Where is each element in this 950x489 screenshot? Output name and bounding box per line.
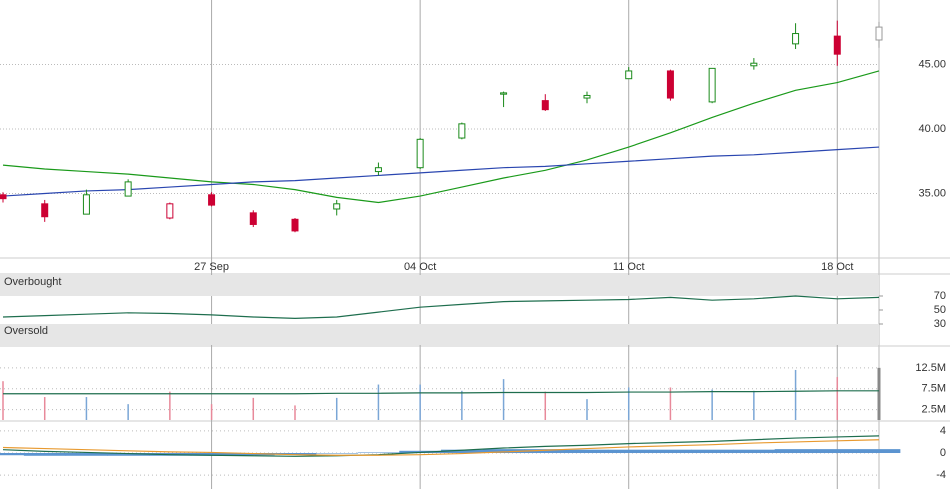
candle-body	[208, 194, 216, 206]
y-tick-label: 70	[934, 290, 946, 302]
candle-body	[583, 94, 591, 99]
volume-bar	[377, 384, 380, 420]
volume-bar	[836, 377, 839, 420]
volume-bar	[877, 367, 881, 420]
candle-body	[291, 218, 299, 232]
y-tick-label: -4	[936, 469, 946, 481]
overbought-band	[0, 275, 879, 296]
candle-body	[792, 33, 800, 45]
candle-body	[541, 100, 549, 111]
histogram-bar	[482, 449, 525, 454]
x-tick-label: 11 Oct	[613, 261, 645, 273]
histogram-bar	[65, 453, 108, 456]
histogram-bar	[0, 453, 43, 456]
volume-bar	[85, 397, 88, 420]
volume-bar	[544, 391, 547, 420]
volume-bar	[335, 397, 338, 420]
volume-bar	[127, 404, 129, 420]
histogram-bar	[190, 453, 233, 456]
indicator-line	[2, 295, 880, 320]
candle-body	[166, 203, 174, 219]
volume-bar	[419, 384, 421, 420]
histogram-bar	[357, 452, 400, 454]
volume-bar	[294, 405, 296, 420]
x-tick-label: 18 Oct	[821, 261, 853, 273]
indicator-line	[2, 439, 880, 456]
y-tick-label: 50	[934, 304, 946, 316]
volume-bar	[669, 387, 672, 420]
histogram-bar	[566, 449, 609, 454]
histogram-bar	[691, 449, 734, 454]
candle-body	[82, 194, 90, 215]
overbought-label: Overbought	[4, 276, 61, 288]
x-tick-label: 04 Oct	[404, 261, 436, 273]
oversold-label: Oversold	[4, 325, 48, 337]
volume-bar	[2, 381, 4, 420]
histogram-bar	[858, 449, 901, 454]
volume-bar	[627, 387, 630, 420]
candle-body	[374, 167, 382, 173]
volume-bar	[43, 397, 46, 420]
histogram-bar	[816, 449, 859, 454]
candle-body	[249, 212, 257, 225]
y-tick-label: 45.00	[918, 58, 946, 70]
histogram-bar	[524, 449, 567, 454]
indicator-line	[2, 70, 880, 204]
volume-bar	[586, 399, 588, 420]
oversold-band	[0, 324, 879, 345]
y-tick-label: 40.00	[918, 123, 946, 135]
histogram-bar	[315, 453, 359, 454]
candle-body	[750, 62, 758, 67]
candle-body	[41, 203, 49, 218]
y-tick-label: 2.5M	[922, 403, 946, 415]
y-tick-label: 12.5M	[915, 362, 946, 374]
candle-body	[666, 70, 674, 99]
volume-bar	[210, 404, 213, 420]
volume-bar	[794, 369, 797, 420]
volume-bar	[711, 389, 713, 420]
x-tick-label: 27 Sep	[194, 261, 229, 273]
histogram-bar	[23, 453, 67, 456]
volume-bar	[461, 390, 463, 420]
histogram-bar	[274, 453, 317, 455]
histogram-bar	[107, 453, 150, 456]
y-tick-label: 7.5M	[922, 383, 946, 395]
y-tick-label: 30	[934, 318, 946, 330]
candle-body	[416, 138, 424, 169]
y-tick-label: 4	[940, 425, 946, 437]
histogram-bar	[607, 449, 651, 454]
histogram-bar	[441, 449, 484, 454]
candle-body	[708, 67, 716, 103]
y-tick-label: 0	[940, 447, 946, 459]
indicator-line	[2, 435, 880, 457]
volume-bar	[252, 397, 255, 420]
candle-body	[124, 181, 132, 197]
candle-body	[833, 35, 841, 55]
volume-bar	[502, 379, 505, 420]
histogram-bar	[733, 449, 776, 454]
indicator-line	[3, 390, 879, 395]
candle-body	[625, 70, 633, 80]
candle-body	[0, 194, 7, 200]
histogram-bar	[649, 449, 692, 454]
candle-body	[333, 203, 341, 210]
volume-bar	[169, 391, 171, 420]
volume-bar	[753, 390, 755, 420]
candle-body	[875, 26, 883, 41]
y-tick-label: 35.00	[918, 187, 946, 199]
histogram-bar	[774, 449, 817, 454]
indicator-line	[2, 146, 880, 197]
candle-body	[458, 123, 466, 139]
candle-body	[500, 92, 508, 95]
